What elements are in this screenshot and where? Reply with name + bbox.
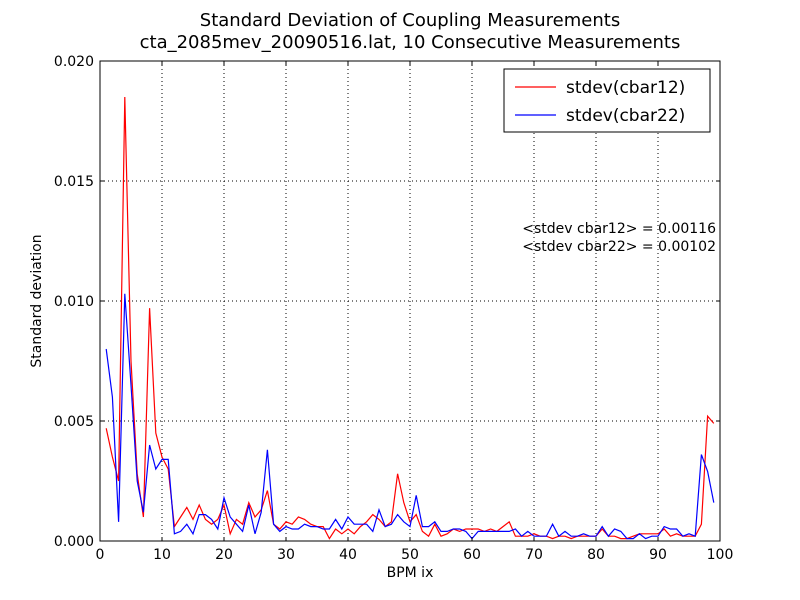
y-tick-label: 0.000 xyxy=(54,534,94,550)
y-tick-label: 0.010 xyxy=(54,294,94,310)
y-axis-label: Standard deviation xyxy=(29,234,45,367)
x-tick-label: 10 xyxy=(153,547,171,563)
x-tick-label: 0 xyxy=(96,547,105,563)
legend-label-cbar22: stdev(cbar22) xyxy=(566,106,685,126)
legend: stdev(cbar12) stdev(cbar22) xyxy=(503,68,711,133)
axis-ticks: 0 10 20 30 40 50 60 70 80 90 100 0.000 0.005 0.010 0.0… xyxy=(54,54,733,563)
annotation-box: <stdev cbar12> = 0.00116 <stdev cbar22> … xyxy=(522,221,716,255)
series-line-stdev-cbar12 xyxy=(105,96,715,540)
series-lines xyxy=(105,96,715,540)
x-tick-label: 20 xyxy=(215,547,233,563)
x-tick-label: 30 xyxy=(277,547,295,563)
grid-lines xyxy=(100,61,720,541)
x-tick-label: 40 xyxy=(339,547,357,563)
x-tick-label: 80 xyxy=(587,547,605,563)
x-tick-label: 100 xyxy=(707,547,734,563)
y-tick-label: 0.005 xyxy=(54,414,94,430)
x-tick-label: 90 xyxy=(649,547,667,563)
series-line-stdev-cbar22 xyxy=(105,293,715,540)
x-tick-label: 60 xyxy=(463,547,481,563)
mean-cbar12-annotation: <stdev cbar12> = 0.00116 xyxy=(522,221,716,237)
y-tick-label: 0.015 xyxy=(54,174,94,190)
legend-label-cbar12: stdev(cbar12) xyxy=(566,78,685,98)
chart-title: Standard Deviation of Coupling Measureme… xyxy=(200,10,620,31)
x-tick-label: 50 xyxy=(401,547,419,563)
x-tick-label: 70 xyxy=(525,547,543,563)
x-axis-label: BPM ix xyxy=(387,565,434,581)
chart-subtitle: cta_2085mev_20090516.lat, 10 Consecutive… xyxy=(140,32,681,53)
legend-frame xyxy=(503,68,711,133)
mean-cbar22-annotation: <stdev cbar22> = 0.00102 xyxy=(522,239,716,255)
y-tick-label: 0.020 xyxy=(54,54,94,70)
